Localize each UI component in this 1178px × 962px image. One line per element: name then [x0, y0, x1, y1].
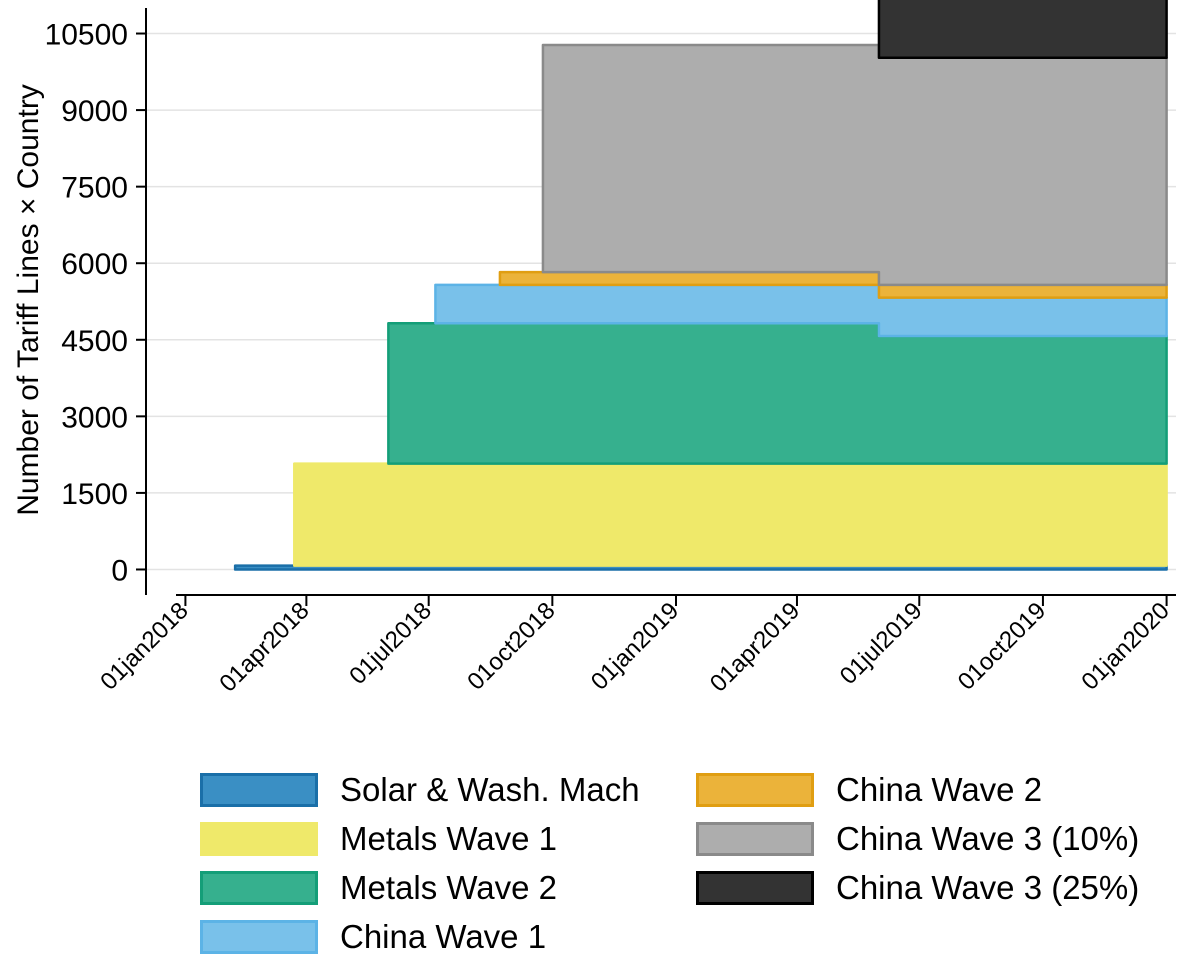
legend: Solar & Wash. Mach Metals Wave 1 Metals … [200, 768, 1175, 958]
legend-label-china-wave-3-25: China Wave 3 (25%) [836, 869, 1140, 906]
x-tick-label: 01jul2019 [835, 597, 928, 690]
x-tick-label: 01apr2019 [705, 597, 805, 697]
x-tick-label: 01oct2018 [462, 597, 560, 695]
area-china-wave-3-10 [541, 43, 1168, 287]
legend-item-china-wave-2: China Wave 2 [696, 768, 1042, 812]
legend-item-metals-wave-2: Metals Wave 2 [200, 866, 557, 910]
legend-item-china-wave-3-10: China Wave 3 (10%) [696, 817, 1139, 861]
legend-item-china-wave-1: China Wave 1 [200, 915, 546, 959]
y-tick-label: 9000 [61, 95, 128, 128]
y-ticks: 0 1500 3000 4500 6000 7500 9000 10500 [45, 19, 146, 587]
legend-label-china-wave-1: China Wave 1 [340, 918, 547, 955]
y-tick-label: 4500 [61, 325, 128, 358]
legend-swatch-metals-wave-1 [200, 822, 318, 856]
area-metals-wave-1 [293, 462, 1168, 567]
legend-swatch-metals-wave-2 [200, 871, 318, 905]
x-tick-label: 01jan2020 [1076, 597, 1174, 695]
x-tick-label: 01jan2019 [586, 597, 684, 695]
y-tick-label: 10500 [45, 19, 128, 52]
x-tick-label: 01oct2019 [953, 597, 1051, 695]
legend-label-china-wave-2: China Wave 2 [836, 771, 1043, 808]
legend-label-china-wave-3-10: China Wave 3 (10%) [836, 820, 1140, 857]
x-tick-label: 01jan2018 [95, 597, 193, 695]
y-tick-label: 3000 [61, 401, 128, 434]
y-tick-label: 1500 [61, 478, 128, 511]
legend-label-solar-wash-mach: Solar & Wash. Mach [340, 771, 640, 808]
y-tick-label: 7500 [61, 172, 128, 205]
x-tick-label: 01jul2018 [344, 597, 437, 690]
y-axis-label: Number of Tariff Lines × Country [12, 84, 45, 516]
y-tick-label: 0 [111, 554, 128, 587]
legend-swatch-china-wave-3-10 [696, 822, 814, 856]
area-china-wave-3-25 [877, 0, 1168, 60]
x-ticks: 01jan2018 01apr2018 01jul2018 01oct2018 01ja… [95, 595, 1175, 697]
legend-item-china-wave-3-25: China Wave 3 (25%) [696, 866, 1139, 910]
legend-item-metals-wave-1: Metals Wave 1 [200, 817, 557, 861]
legend-label-metals-wave-2: Metals Wave 2 [340, 869, 558, 906]
x-tick-label: 01apr2018 [214, 597, 314, 697]
area-metals-wave-2 [387, 321, 1168, 465]
legend-swatch-china-wave-1 [200, 920, 318, 954]
legend-swatch-solar-wash-mach [200, 773, 318, 807]
legend-item-solar-wash-mach: Solar & Wash. Mach [200, 768, 640, 812]
chart-areas [233, 0, 1168, 571]
y-tick-label: 6000 [61, 248, 128, 281]
legend-label-metals-wave-1: Metals Wave 1 [340, 820, 558, 857]
legend-swatch-china-wave-3-25 [696, 871, 814, 905]
legend-swatch-china-wave-2 [696, 773, 814, 807]
